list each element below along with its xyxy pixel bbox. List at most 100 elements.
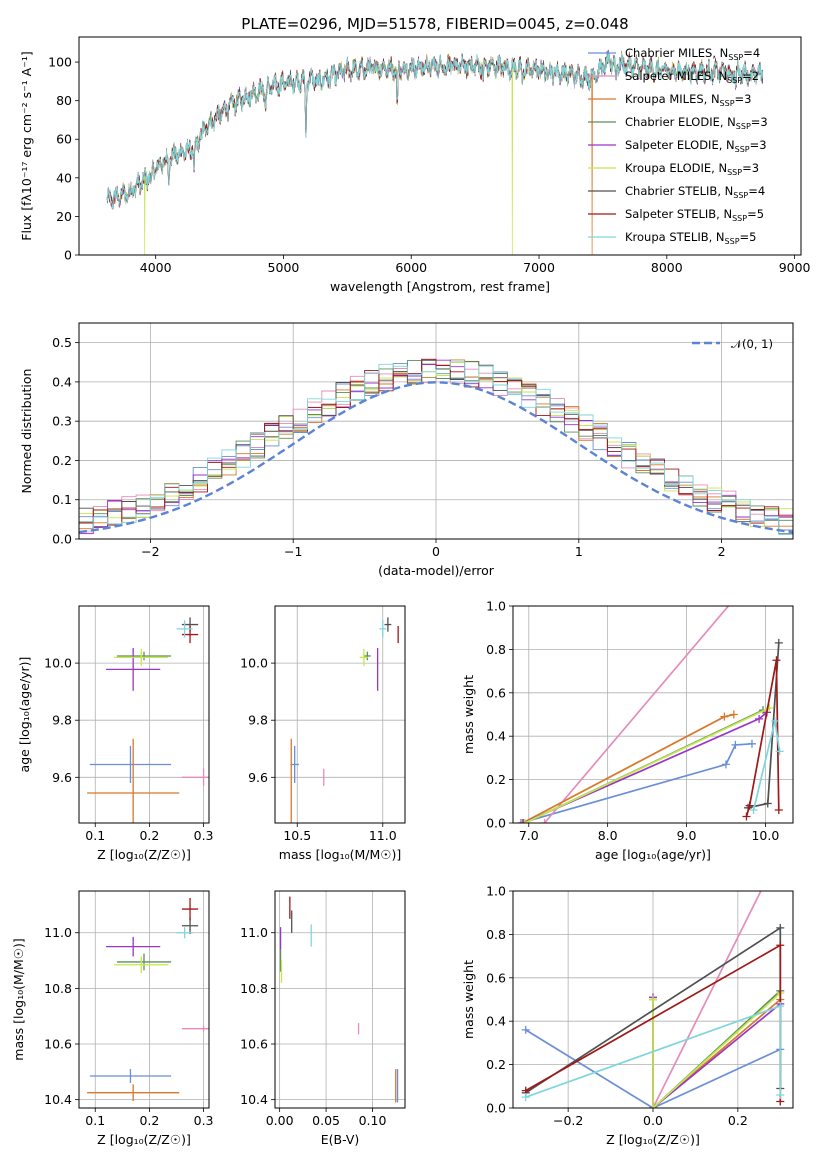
axes-frame [78,322,794,540]
y-axis-label: mass [log₁₀(M/M☉)] [11,938,26,1060]
legend-label-normal: 𝒩(0, 1) [731,337,773,351]
x-tick-label: 2 [718,544,726,559]
x-tick-label: 1 [575,544,583,559]
y-tick-label: 0.5 [52,335,72,350]
y-tick-label: 0.0 [486,1101,506,1116]
legend-label-chabrier-stelib: Chabrier STELIB, NSSP=4 [625,184,765,200]
errorbar-kroupa-miles [87,738,180,823]
series-line [520,742,753,823]
histogram-kroupa-elodie [79,360,793,527]
legend-label-text: Salpeter STELIB, N [625,207,732,221]
legend-label-subscript: SSP [736,122,751,131]
errorbar-kroupa-stelib [379,620,387,638]
x-tick-label: 11.0 [369,828,397,843]
spectrum-line-kroupa-stelib [106,51,764,209]
figure-title: PLATE=0296, MJD=51578, FIBERID=0045, z=0… [241,15,628,33]
point-marker [521,1093,530,1102]
y-tick-label: 0.2 [486,1057,506,1072]
panel-age_vs_Z: 0.1 0.2 0.3 9.6 9.8 10.0 Z [log₁₀(Z/Z☉)] age [l… [17,605,214,862]
legend-label-subscript: SSP [732,214,747,223]
plot-area [521,891,785,1108]
point-marker [649,1104,657,1108]
panel-mass_vs_ebv: 0.00 0.05 0.10 10.4 10.6 10.8 11.0 E(B-V) [240,890,406,1147]
y-tick-label: 0.1 [52,492,72,507]
point-marker [775,747,784,756]
errorbar-chabrier-elodie [116,953,172,971]
panel-age_vs_mass: 10.5 11.0 9.6 9.8 10.0 mass [log₁₀(M/M☉)] [240,605,406,862]
y-tick-label: 11.0 [240,925,268,940]
x-tick-label: 0.2 [139,828,159,843]
point-marker [519,819,528,823]
x-axis-label: age [log₁₀(age/yr)] [595,847,711,862]
legend-label-text: Chabrier ELODIE, N [625,115,736,129]
legend-label-value: =4 [748,184,765,198]
legend-label-value: =2 [742,69,759,83]
x-tick-label: 0.2 [728,1113,748,1128]
legend-label-kroupa-stelib: Kroupa STELIB, NSSP=5 [625,230,756,246]
plot-area [279,896,399,1103]
y-axis-label: mass weight [461,960,476,1039]
legend: Chabrier MILES, NSSP=4 Salpeter MILES, NS… [588,46,768,246]
axes-frame [274,605,406,824]
point-marker [774,805,783,814]
errorbar-salpeter-miles [181,1025,209,1032]
y-tick-label: 0.0 [486,816,506,831]
x-tick-label: 0.00 [266,1113,294,1128]
x-tick-label: 8.0 [598,828,618,843]
errorbar-kroupa-miles [87,1084,180,1102]
series-line [525,1029,781,1108]
errorbar-kroupa-elodie [114,648,169,666]
y-tick-label: 0.8 [486,927,506,942]
point-marker [755,714,764,723]
x-tick-label: 8000 [651,260,683,275]
x-tick-label: 9.0 [677,828,697,843]
y-tick-label: 0.2 [52,453,72,468]
y-tick-label: 10.0 [240,656,268,671]
legend-label-subscript: SSP [735,145,750,154]
panel-residuals: −2 −1 0 1 2 0.0 0.1 0.2 0.3 0.4 0.5 (data-model)/er… [19,322,794,578]
x-tick-label: 9000 [779,260,811,275]
x-axis-label: (data-model)/error [378,563,495,578]
errorbar-chabrier-elodie [363,651,371,661]
y-tick-label: 10.8 [240,981,268,996]
series-line [522,713,734,823]
series-kroupa-elodie [520,703,774,823]
point-marker [770,717,779,726]
normal-reference-curve [79,381,793,534]
point-marker [518,819,527,823]
legend-label-value: =5 [747,207,764,221]
axes-frame [78,36,802,256]
panels: 4000 5000 6000 7000 8000 9000020406080100wave… [11,36,811,1147]
errorbar-chabrier-miles [89,1069,172,1083]
y-tick-label: 0.8 [486,642,506,657]
x-axis-label: E(B-V) [321,1132,360,1147]
y-tick-label: 9.8 [248,713,268,728]
plot-area [79,358,793,536]
y-tick-label: 0.3 [52,414,72,429]
histogram-salpeter-stelib [79,358,793,526]
errorbar-salpeter-elodie [106,936,161,957]
legend-label-salpeter-stelib: Salpeter STELIB, NSSP=5 [625,207,764,223]
y-tick-label: 1.0 [486,884,506,899]
point-marker [763,799,772,808]
grid [275,891,405,1108]
y-axis-label: age [log₁₀(age/yr)] [17,657,32,773]
point-marker [749,805,758,814]
legend-label-text: Chabrier STELIB, N [625,184,733,198]
panel-mass_vs_Z: 0.1 0.2 0.3 10.4 10.6 10.8 11.0 Z [log₁₀(Z/Z☉)]… [11,890,214,1147]
y-tick-label: 100 [48,55,72,70]
legend-label-salpeter-miles: Salpeter MILES, NSSP=2 [625,69,759,85]
y-tick-label: 9.6 [52,770,72,785]
series-salpeter-miles [540,606,730,823]
legend-label-value: =5 [740,230,757,244]
legend-label-chabrier-miles: Chabrier MILES, NSSP=4 [625,46,760,62]
legend-label-kroupa-elodie: Kroupa ELODIE, NSSP=3 [625,161,759,177]
point-marker [521,1025,530,1034]
errorbar-chabrier-miles [89,745,172,784]
x-tick-label: 0.3 [194,1113,214,1128]
legend: 𝒩(0, 1) [692,337,773,351]
axes-frame [512,890,794,1109]
legend-label-subscript: SSP [728,53,743,62]
grid [79,891,209,1108]
panel-spectrum: 4000 5000 6000 7000 8000 9000 0 20 40 60 80 100 wave… [19,36,811,294]
